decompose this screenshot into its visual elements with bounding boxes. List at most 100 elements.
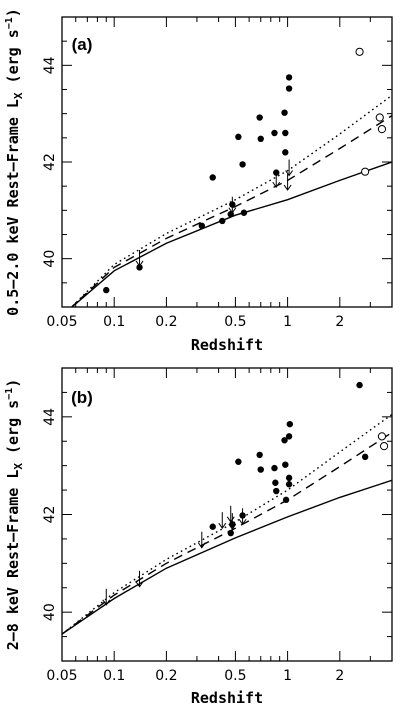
data-point-filled — [227, 529, 234, 537]
plot-frame — [61, 367, 393, 662]
y-tick-label: 44 — [42, 408, 58, 426]
data-point-filled — [285, 433, 293, 440]
y-title-subscript: X — [12, 463, 25, 470]
x-tick-label: 0.5 — [224, 314, 246, 330]
data-point-filled — [286, 420, 294, 428]
arrow-head — [197, 542, 206, 549]
y-tick-label: 40 — [42, 250, 58, 268]
y-title-space — [4, 83, 22, 92]
x-axis-title: Redshift — [191, 689, 263, 707]
y-axis-title: 0.5–2.0 keV Rest–Frame LX (erg s−1) — [4, 8, 25, 316]
data-point-filled — [103, 286, 110, 294]
x-tick-label: 0.2 — [155, 314, 177, 330]
data-point-open — [377, 125, 387, 134]
data-point-filled — [285, 474, 293, 482]
arrow-head — [272, 181, 281, 189]
data-point-open — [375, 113, 384, 122]
y-tick-label: 40 — [42, 603, 58, 621]
data-point-filled — [235, 133, 242, 141]
panel-label: (a) — [72, 35, 93, 54]
data-point-filled — [209, 174, 216, 181]
arrow-head — [226, 516, 235, 523]
upper-limit-arrow — [238, 508, 247, 526]
panel-b: 0.05 0.1 0.2 0.5 1 2 40 42 44 (b) Redshift 2–8 keV … — [4, 367, 393, 707]
data-point-filled — [285, 481, 293, 488]
data-point-filled — [282, 496, 290, 504]
y-title-close: ) — [4, 379, 22, 388]
x-tick-label: 0.05 — [46, 314, 77, 330]
y-title-subscript: X — [12, 92, 25, 99]
data-point-filled — [256, 114, 263, 121]
data-point-filled — [356, 381, 363, 389]
arrow-head — [228, 207, 237, 214]
dashed-model-curve — [62, 431, 392, 635]
arrow-head — [228, 523, 237, 531]
panel-a: 0.05 0.1 0.2 0.5 1 2 40 42 44 (a) Redshift 0.5–2.0 … — [4, 8, 393, 354]
y-axis-title: 2–8 keV Rest–Frame LX (erg s−1) — [4, 379, 25, 651]
data-point-filled — [219, 217, 226, 225]
y-title-unit: (erg s — [4, 400, 22, 454]
x-tick-label: 1 — [283, 314, 292, 330]
y-tick-label: 42 — [42, 506, 58, 524]
panel-label: (b) — [71, 388, 93, 407]
y-title-main: 0.5–2.0 keV Rest–Frame L — [4, 99, 22, 316]
data-point-filled — [281, 109, 288, 116]
upper-limit-arrow — [218, 512, 227, 530]
upper-limit-arrow — [285, 159, 294, 177]
x-axis-title: Redshift — [191, 336, 263, 354]
arrow-head — [238, 518, 247, 526]
y-tick-label: 44 — [42, 56, 58, 74]
data-point-filled — [239, 161, 246, 168]
data-point-filled — [257, 466, 264, 473]
upper-limit-arrow — [197, 531, 206, 549]
x-tick-label: 0.2 — [155, 668, 177, 684]
y-title-exponent: −1 — [4, 17, 15, 29]
upper-limit-arrow — [226, 505, 235, 523]
upper-limit-arrow — [283, 174, 292, 191]
upper-limit-arrow — [102, 588, 111, 606]
data-point-filled — [282, 129, 289, 137]
data-point-open — [379, 442, 389, 451]
data-point-filled — [235, 458, 242, 465]
data-point-filled — [285, 85, 293, 92]
y-title-main: 2–8 keV Rest–Frame L — [4, 470, 22, 651]
data-point-filled — [198, 222, 205, 229]
data-point-filled — [257, 135, 264, 142]
x-tick-label: 0.1 — [103, 314, 125, 330]
arrow-head — [135, 581, 144, 588]
arrow-head — [285, 170, 294, 177]
data-point-filled — [136, 264, 143, 271]
upper-limit-arrow — [272, 171, 281, 189]
data-point-filled — [240, 209, 248, 216]
data-point-open — [355, 47, 364, 56]
y-title-exponent: −1 — [4, 388, 15, 400]
data-point-filled — [272, 479, 279, 486]
dashed-model-curve — [70, 115, 392, 307]
x-tick-label: 1 — [283, 668, 292, 684]
y-title-unit: (erg s — [4, 29, 22, 83]
data-point-filled — [209, 523, 216, 530]
data-point-filled — [361, 453, 369, 461]
x-tick-label: 2 — [335, 314, 344, 330]
arrow-head — [283, 184, 292, 191]
solid-model-curve — [70, 161, 392, 307]
x-tick-label: 2 — [335, 668, 344, 684]
y-tick-label: 42 — [42, 153, 58, 171]
upper-limit-arrow — [228, 196, 237, 214]
arrow-head — [135, 260, 144, 267]
data-point-filled — [273, 487, 280, 495]
solid-model-curve — [62, 479, 392, 635]
data-point-filled — [282, 149, 289, 156]
x-tick-label: 0.1 — [103, 668, 125, 684]
arrow-head — [218, 522, 227, 530]
data-point-open — [361, 167, 370, 176]
y-title-space — [4, 454, 22, 463]
upper-limit-arrow — [135, 570, 144, 588]
data-point-filled — [281, 437, 288, 444]
plot-frame — [61, 16, 393, 308]
upper-limit-arrow — [135, 249, 144, 267]
data-point-filled — [271, 129, 278, 137]
data-point-filled — [285, 74, 293, 81]
upper-limit-arrow — [228, 513, 237, 531]
